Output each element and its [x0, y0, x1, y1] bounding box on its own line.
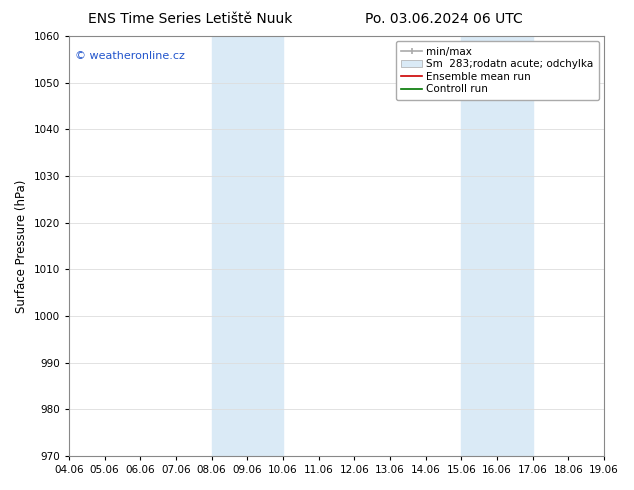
Legend: min/max, Sm  283;rodatn acute; odchylka, Ensemble mean run, Controll run: min/max, Sm 283;rodatn acute; odchylka, …: [396, 41, 599, 99]
Y-axis label: Surface Pressure (hPa): Surface Pressure (hPa): [15, 179, 28, 313]
Text: Po. 03.06.2024 06 UTC: Po. 03.06.2024 06 UTC: [365, 12, 522, 26]
Text: © weatheronline.cz: © weatheronline.cz: [75, 51, 185, 61]
Bar: [212, 36, 283, 456]
Bar: [462, 36, 533, 456]
Text: ENS Time Series Letiště Nuuk: ENS Time Series Letiště Nuuk: [88, 12, 292, 26]
